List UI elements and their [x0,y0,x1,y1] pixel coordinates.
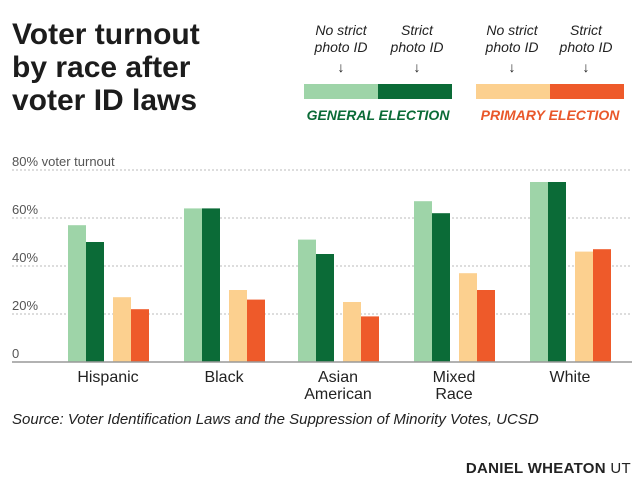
bar-primary-no-strict [113,297,131,362]
bar-primary-strict [247,299,265,362]
y-tick-label: 80% voter turnout [12,154,115,169]
credit: DANIEL WHEATON UT [466,460,631,477]
bar-primary-strict [131,309,149,362]
x-category-label: Mixed Race [433,369,476,403]
bar-general-strict [202,208,220,362]
arrow-down-icon: ↓ [337,59,345,75]
x-category-label: Black [204,369,244,386]
credit-outlet: UT [610,460,631,477]
x-category-label-line: Race [435,386,472,403]
bar-general-no-strict [184,208,202,362]
legend-swatch-general-strict [378,84,452,99]
chart-title: Voter turnout by race after voter ID law… [12,18,200,117]
legend-swatch-primary-strict [550,84,624,99]
x-category-label-line: American [304,386,372,403]
arrow-down-icon: ↓ [582,59,590,75]
y-tick-label: 20% [12,298,38,313]
credit-author: DANIEL WHEATON [465,460,606,477]
x-category-label: Hispanic [77,369,138,386]
legend-swatch-primary-no-strict [476,84,550,99]
bar-general-no-strict [298,239,316,362]
legend-primary-election-label: PRIMARY ELECTION [480,107,620,123]
bar-chart: 0 20% 40% 60% 80% voter turnout Hispanic Black… [12,154,632,403]
x-category-label-line: Mixed [433,369,476,386]
legend-general-no-strict-label: No strict photo ID [314,22,368,55]
bar-general-strict [86,242,104,362]
legend-primary-strict-label: Strict photo ID [559,22,613,55]
bar-general-no-strict [414,201,432,362]
x-category-label-line: Hispanic [77,369,138,386]
legend-general-election-label: GENERAL ELECTION [306,107,450,123]
source-note: Source: Voter Identification Laws and th… [12,411,539,428]
bar-primary-no-strict [459,273,477,362]
bar-primary-strict [593,249,611,362]
y-tick-label: 0 [12,346,19,361]
legend-general-strict-label: Strict photo ID [390,22,444,55]
arrow-down-icon: ↓ [413,59,421,75]
bar-primary-no-strict [575,251,593,362]
bar-general-strict [432,213,450,362]
y-tick-label: 40% [12,250,38,265]
y-tick-label: 60% [12,202,38,217]
x-category-label: White [550,369,591,386]
arrow-down-icon: ↓ [508,59,516,75]
x-category-label-line: Black [204,369,244,386]
bar-general-no-strict [68,225,86,362]
bar-primary-no-strict [229,290,247,362]
legend-primary-no-strict-label: No strict photo ID [485,22,539,55]
bar-primary-strict [477,290,495,362]
bar-general-strict [548,182,566,362]
legend-swatch-general-no-strict [304,84,378,99]
x-category-label-line: White [550,369,591,386]
x-category-label-line: Asian [318,369,358,386]
bar-primary-no-strict [343,302,361,362]
x-category-label: Asian American [304,369,372,403]
bar-general-strict [316,254,334,362]
bar-primary-strict [361,316,379,362]
bar-general-no-strict [530,182,548,362]
